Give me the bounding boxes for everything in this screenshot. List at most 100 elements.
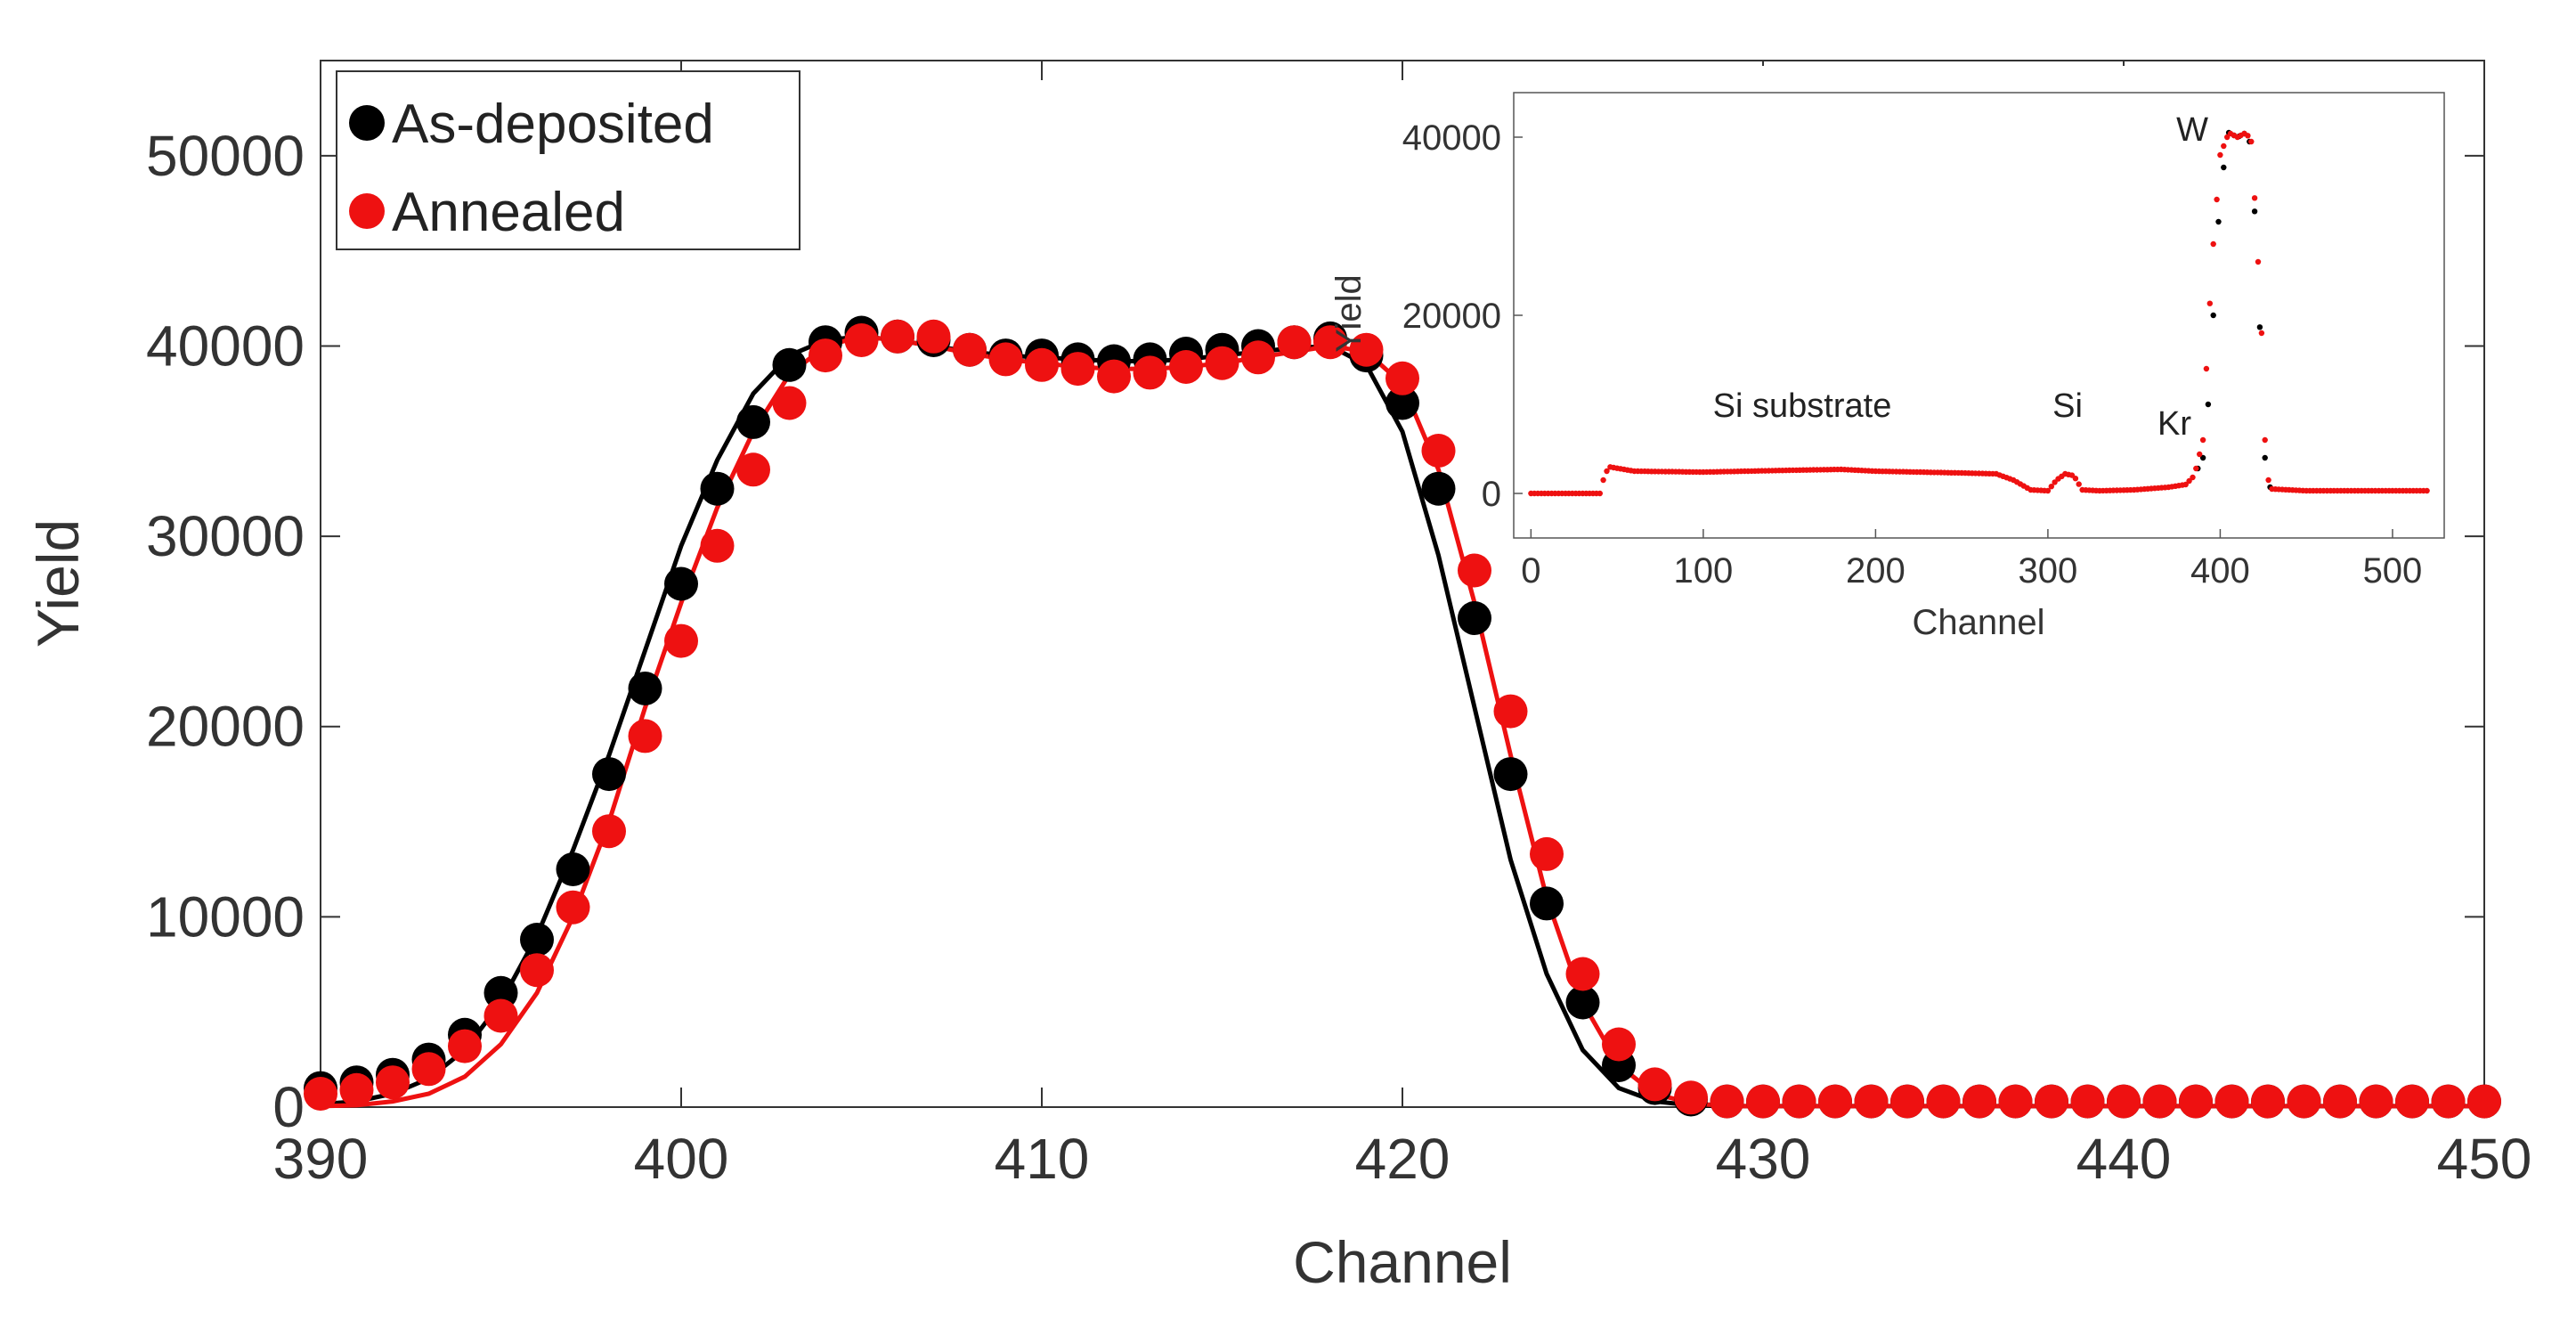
inset-y-tick-label: 40000	[1402, 118, 1501, 158]
data-point-annealed	[1854, 1084, 1889, 1119]
data-point-annealed	[2431, 1084, 2466, 1119]
data-point-annealed	[2359, 1084, 2393, 1119]
data-point-annealed	[881, 319, 914, 354]
data-point-annealed	[628, 719, 662, 754]
inset-point-annealed	[2214, 196, 2220, 203]
legend-box	[336, 70, 800, 250]
inset-y-tick-label: 0	[1482, 475, 1501, 514]
inset-ticks: 0 100 200 300 400 500 0 20000 40000	[1402, 118, 2423, 591]
inset-point-annealed	[2217, 151, 2223, 159]
inset-point-annealed	[2193, 465, 2199, 472]
main-x-tick-label: 450	[2437, 1127, 2532, 1191]
data-point-annealed	[2107, 1084, 2141, 1119]
inset-point-annealed	[2210, 240, 2216, 248]
legend-marker-as-deposited	[349, 105, 385, 141]
data-point-as-deposited	[1386, 386, 1419, 420]
data-point-annealed	[2035, 1084, 2068, 1119]
data-point-annealed	[1962, 1084, 1996, 1119]
data-point-as-deposited	[1530, 886, 1564, 921]
inset-point-as-deposited	[2221, 164, 2227, 171]
data-point-annealed	[1890, 1084, 1924, 1119]
inset-point-as-deposited	[2210, 312, 2216, 319]
main-x-tick-label: 430	[1716, 1127, 1811, 1191]
inset-x-tick-label: 100	[1673, 551, 1733, 591]
inset-annotation-w: W	[2176, 111, 2208, 149]
main-x-axis-label: Channel	[1293, 1229, 1512, 1295]
data-point-as-deposited	[592, 757, 626, 792]
inset-x-tick-label: 300	[2019, 551, 2078, 591]
data-point-annealed	[1926, 1084, 1961, 1119]
inset-point-annealed	[2221, 143, 2227, 150]
data-point-annealed	[2467, 1084, 2501, 1119]
inset-point-annealed	[2197, 451, 2203, 458]
data-point-annealed	[1169, 350, 1203, 384]
inset-point-annealed	[2245, 133, 2251, 139]
inset-point-annealed	[2255, 258, 2262, 265]
main-y-tick-label: 20000	[146, 695, 305, 759]
main-x-tick-label: 440	[2076, 1127, 2172, 1191]
main-x-tick-label: 420	[1355, 1127, 1451, 1191]
data-point-annealed	[1313, 325, 1347, 360]
data-point-annealed	[2395, 1084, 2429, 1119]
data-point-annealed	[1818, 1084, 1852, 1119]
data-point-annealed	[1421, 434, 1456, 468]
data-point-as-deposited	[556, 852, 590, 886]
data-point-annealed	[2142, 1084, 2177, 1119]
inset-point-annealed	[2206, 300, 2213, 306]
inset-point-as-deposited	[2256, 324, 2263, 330]
data-point-annealed	[1998, 1084, 2033, 1119]
main-x-tick-label: 400	[634, 1127, 729, 1191]
inset-annotation-si: Si	[2052, 387, 2083, 425]
inset-point-annealed	[2182, 481, 2189, 488]
data-point-annealed	[1602, 1027, 1636, 1062]
inset-x-tick-label: 200	[1846, 551, 1906, 591]
inset-point-annealed	[2203, 365, 2210, 372]
inset-point-annealed	[2224, 134, 2231, 141]
data-point-as-deposited	[1565, 985, 1600, 1020]
data-point-annealed	[1746, 1084, 1780, 1119]
inset-points	[1528, 129, 2430, 497]
inset-y-tick-label: 20000	[1402, 297, 1501, 336]
inset-point-annealed	[2262, 436, 2268, 444]
legend-label-as-deposited: As-deposited	[392, 94, 714, 155]
data-point-annealed	[916, 319, 951, 354]
inset-point-annealed	[2076, 481, 2082, 487]
data-point-annealed	[1782, 1084, 1816, 1119]
data-point-as-deposited	[736, 404, 770, 439]
data-point-annealed	[1025, 347, 1059, 382]
inset-point-annealed	[1600, 477, 1606, 484]
main-y-tick-label: 0	[272, 1075, 305, 1139]
data-point-annealed	[664, 623, 698, 658]
main-y-tick-label: 50000	[146, 124, 305, 188]
data-point-as-deposited	[520, 923, 554, 957]
data-point-annealed	[2323, 1084, 2357, 1119]
inset-point-annealed	[2048, 484, 2054, 490]
data-point-annealed	[592, 814, 626, 849]
inset-x-axis-label: Channel	[1912, 603, 2044, 642]
data-point-annealed	[2287, 1084, 2321, 1119]
data-point-annealed	[339, 1072, 374, 1107]
data-point-annealed	[1241, 340, 1275, 375]
data-point-annealed	[304, 1077, 337, 1111]
legend-label-annealed: Annealed	[392, 182, 625, 243]
data-point-annealed	[1349, 332, 1384, 367]
data-point-annealed	[988, 342, 1023, 377]
data-point-annealed	[1565, 957, 1600, 991]
inset-point-annealed	[2248, 138, 2255, 145]
data-point-annealed	[1674, 1080, 1708, 1115]
data-point-annealed	[1386, 361, 1419, 395]
data-point-annealed	[1710, 1084, 1744, 1119]
inset-x-tick-label: 400	[2190, 551, 2250, 591]
inset-point-annealed	[1604, 468, 1610, 475]
main-y-tick-label: 40000	[146, 314, 305, 378]
inset-point-as-deposited	[2205, 401, 2212, 408]
inset-point-as-deposited	[2215, 218, 2222, 225]
inset-point-annealed	[2044, 487, 2052, 494]
inset-point-annealed	[2072, 476, 2079, 482]
data-point-annealed	[520, 953, 554, 988]
data-point-as-deposited	[1421, 471, 1456, 506]
inset-annotation-si-substrate: Si substrate	[1713, 387, 1892, 425]
data-point-annealed	[1133, 355, 1167, 390]
inset-point-annealed	[1597, 490, 1604, 497]
data-point-annealed	[2251, 1084, 2285, 1119]
